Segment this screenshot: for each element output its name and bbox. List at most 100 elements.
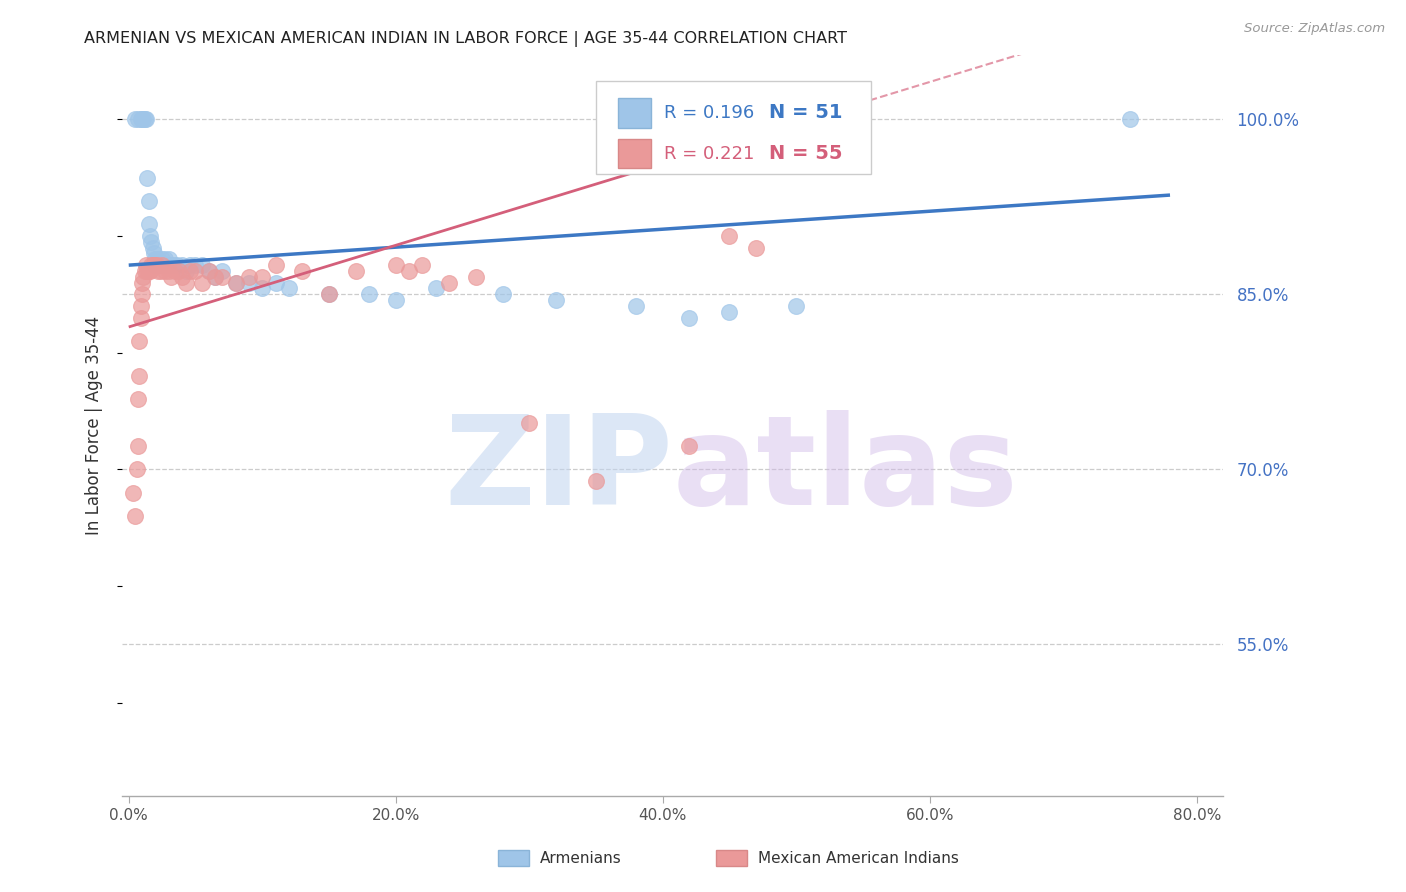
Point: [143, 258, 166, 272]
Point: [138, 264, 160, 278]
Point: [437, 276, 460, 290]
Point: [127, 112, 149, 127]
Point: [165, 264, 187, 278]
Point: [174, 276, 197, 290]
Point: [211, 264, 233, 278]
Point: [166, 258, 188, 272]
Point: [155, 258, 177, 272]
Point: [121, 485, 143, 500]
Point: [318, 287, 340, 301]
Text: Armenians: Armenians: [540, 851, 621, 865]
Point: [138, 194, 160, 208]
Point: [252, 269, 274, 284]
Text: Mexican American Indians: Mexican American Indians: [758, 851, 959, 865]
Point: [124, 508, 146, 523]
Point: [718, 305, 741, 319]
Point: [384, 258, 406, 272]
Point: [277, 281, 299, 295]
Point: [132, 112, 155, 127]
Point: [544, 293, 567, 307]
Text: ARMENIAN VS MEXICAN AMERICAN INDIAN IN LABOR FORCE | AGE 35-44 CORRELATION CHART: ARMENIAN VS MEXICAN AMERICAN INDIAN IN L…: [84, 31, 848, 47]
Point: [357, 287, 380, 301]
Point: [464, 269, 486, 284]
FancyBboxPatch shape: [617, 139, 651, 169]
Point: [204, 269, 226, 284]
Point: [129, 310, 152, 325]
Point: [128, 334, 150, 348]
Point: [146, 264, 169, 278]
Point: [411, 258, 433, 272]
Point: [624, 299, 647, 313]
Point: [198, 264, 221, 278]
Point: [142, 241, 165, 255]
Point: [134, 112, 156, 127]
Point: [131, 287, 153, 301]
Y-axis label: In Labor Force | Age 35-44: In Labor Force | Age 35-44: [86, 316, 103, 535]
Point: [143, 246, 166, 260]
Point: [145, 258, 167, 272]
Point: [145, 258, 167, 272]
Point: [169, 264, 191, 278]
Text: Source: ZipAtlas.com: Source: ZipAtlas.com: [1244, 22, 1385, 36]
Point: [139, 264, 162, 278]
Point: [184, 258, 207, 272]
Text: R = 0.196: R = 0.196: [664, 104, 754, 122]
Point: [150, 252, 173, 267]
Point: [131, 276, 153, 290]
Point: [238, 276, 260, 290]
Text: atlas: atlas: [672, 409, 1018, 531]
Point: [128, 368, 150, 383]
Point: [1119, 112, 1142, 127]
Point: [517, 416, 540, 430]
Point: [718, 229, 741, 244]
Point: [157, 252, 180, 267]
Point: [191, 258, 214, 272]
Point: [125, 462, 148, 476]
Point: [135, 112, 157, 127]
Point: [134, 264, 156, 278]
Point: [131, 112, 153, 127]
Point: [225, 276, 247, 290]
Point: [191, 276, 214, 290]
Point: [344, 264, 367, 278]
Point: [204, 269, 226, 284]
Point: [264, 276, 287, 290]
Point: [145, 252, 167, 267]
FancyBboxPatch shape: [617, 98, 651, 128]
Point: [384, 293, 406, 307]
Point: [179, 264, 201, 278]
Point: [127, 392, 149, 407]
Point: [585, 474, 607, 488]
Point: [146, 252, 169, 267]
Point: [225, 276, 247, 290]
Point: [153, 264, 176, 278]
Point: [172, 269, 194, 284]
Text: N = 51: N = 51: [769, 103, 842, 122]
Point: [264, 258, 287, 272]
Point: [132, 269, 155, 284]
Text: ZIP: ZIP: [444, 409, 672, 531]
Point: [138, 217, 160, 231]
Point: [152, 258, 174, 272]
Point: [184, 264, 207, 278]
Point: [678, 310, 700, 325]
Point: [124, 112, 146, 127]
Point: [179, 258, 201, 272]
Point: [163, 258, 186, 272]
Text: R = 0.221: R = 0.221: [664, 145, 754, 162]
Point: [135, 258, 157, 272]
Point: [145, 258, 167, 272]
Point: [141, 235, 163, 249]
Point: [139, 229, 162, 244]
Point: [211, 269, 233, 284]
Point: [785, 299, 807, 313]
Point: [136, 264, 159, 278]
Point: [129, 299, 152, 313]
Point: [129, 112, 152, 127]
Point: [153, 252, 176, 267]
Point: [198, 264, 221, 278]
Point: [745, 241, 768, 255]
Point: [136, 170, 159, 185]
Point: [491, 287, 513, 301]
Point: [174, 264, 197, 278]
